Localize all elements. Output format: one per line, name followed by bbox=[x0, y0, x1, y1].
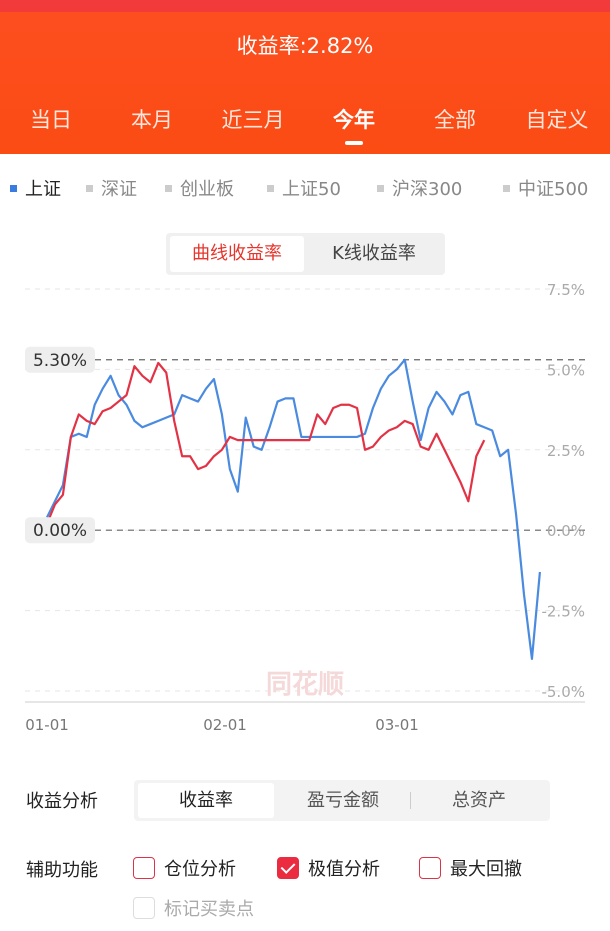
tab-today[interactable]: 当日 bbox=[30, 108, 72, 132]
index-chinext[interactable]: 创业板 bbox=[165, 175, 234, 201]
y-tick-label: -2.5% bbox=[541, 603, 585, 621]
return-chart: 同花顺 7.5% 5.0% 2.5% 0.0% -2.5% -5.0% 01-01 02-0… bbox=[25, 281, 585, 734]
zero-value-label: 0.00% bbox=[33, 521, 87, 541]
segment-divider bbox=[410, 792, 411, 809]
index-label: 沪深300 bbox=[392, 179, 463, 200]
max-drawdown-checkbox[interactable]: 最大回撤 bbox=[419, 855, 522, 881]
curve-return-option[interactable]: 曲线收益率 bbox=[170, 236, 304, 272]
period-tabs: 当日 本月 近三月 今年 全部 自定义 bbox=[0, 104, 610, 145]
zero-value-label-bg bbox=[25, 517, 95, 544]
y-axis-labels: 7.5% 5.0% 2.5% 0.0% -2.5% -5.0% bbox=[541, 281, 585, 701]
checkbox-label: 最大回撤 bbox=[450, 859, 522, 880]
y-tick-label: 0.0% bbox=[547, 522, 585, 540]
total-assets-option[interactable]: 总资产 bbox=[452, 790, 506, 811]
max-value-label: 5.30% bbox=[33, 351, 87, 371]
tab-all[interactable]: 全部 bbox=[434, 108, 476, 132]
analysis-segment: 收益率 盈亏金额 总资产 bbox=[134, 780, 550, 821]
profit-loss-option[interactable]: 盈亏金额 bbox=[307, 790, 379, 811]
mark-trades-checkbox: 标记买卖点 bbox=[133, 895, 254, 921]
checkbox-box bbox=[133, 857, 155, 879]
extreme-analysis-checkbox[interactable]: 极值分析 bbox=[277, 855, 380, 881]
value-markers: 5.30% 0.00% bbox=[25, 346, 95, 544]
y-tick-label: 2.5% bbox=[547, 442, 585, 460]
index-label: 创业板 bbox=[180, 179, 234, 200]
status-strip bbox=[0, 0, 610, 12]
x-tick-label: 01-01 bbox=[25, 716, 69, 734]
y-tick-label: 5.0% bbox=[547, 361, 585, 379]
index-dot bbox=[86, 184, 93, 192]
tab-three-months[interactable]: 近三月 bbox=[221, 108, 285, 132]
return-rate-option[interactable]: 收益率 bbox=[138, 783, 274, 818]
index-label: 深证 bbox=[101, 179, 137, 200]
y-tick-label: 7.5% bbox=[547, 281, 585, 299]
index-dot bbox=[503, 184, 510, 192]
k-return-option[interactable]: K线收益率 bbox=[332, 243, 416, 264]
y-tick-label: -5.0% bbox=[541, 683, 585, 701]
index-dot bbox=[267, 184, 274, 192]
tab-this-year[interactable]: 今年 bbox=[303, 104, 405, 145]
checkbox-label: 标记买卖点 bbox=[164, 899, 254, 920]
checkbox-box bbox=[277, 857, 299, 879]
tab-this-month[interactable]: 本月 bbox=[131, 108, 173, 132]
index-label: 中证500 bbox=[518, 179, 589, 200]
index-csi500[interactable]: 中证500 bbox=[503, 175, 588, 201]
header: 收益率:2.82% 当日 本月 近三月 今年 全部 自定义 bbox=[0, 12, 610, 154]
index-label: 上证50 bbox=[282, 179, 341, 200]
chart-lines bbox=[45, 358, 541, 660]
checkbox-label: 极值分析 bbox=[308, 859, 380, 880]
index-dot bbox=[10, 184, 17, 192]
max-value-label-bg bbox=[25, 346, 95, 373]
x-tick-label: 02-01 bbox=[203, 716, 247, 734]
page-title: 收益率:2.82% bbox=[236, 34, 374, 58]
index-szse[interactable]: 深证 bbox=[86, 175, 137, 201]
index-series-line bbox=[46, 358, 541, 660]
index-label: 上证 bbox=[25, 179, 61, 200]
x-tick-label: 03-01 bbox=[375, 716, 419, 734]
position-analysis-checkbox[interactable]: 仓位分析 bbox=[133, 855, 236, 881]
x-axis-labels: 01-01 02-01 03-01 bbox=[25, 716, 419, 734]
index-selector: 上证 深证 创业板 上证50 沪深300 中证500 bbox=[0, 175, 610, 205]
watermark: 同花顺 bbox=[266, 669, 344, 699]
index-sse50[interactable]: 上证50 bbox=[267, 175, 341, 201]
index-csi300[interactable]: 沪深300 bbox=[377, 175, 462, 201]
checkbox-label: 仓位分析 bbox=[164, 859, 236, 880]
chart-mode-toggle: 曲线收益率 K线收益率 bbox=[166, 233, 445, 275]
tab-custom[interactable]: 自定义 bbox=[525, 108, 589, 132]
chart-grid bbox=[25, 288, 585, 703]
index-dot bbox=[377, 184, 384, 192]
index-sse[interactable]: 上证 bbox=[10, 175, 61, 201]
index-dot bbox=[165, 184, 172, 192]
checkbox-box bbox=[419, 857, 441, 879]
portfolio-series-line bbox=[45, 361, 486, 525]
analysis-label: 收益分析 bbox=[26, 791, 98, 812]
checkbox-box bbox=[133, 897, 155, 919]
aux-label: 辅助功能 bbox=[26, 860, 98, 881]
